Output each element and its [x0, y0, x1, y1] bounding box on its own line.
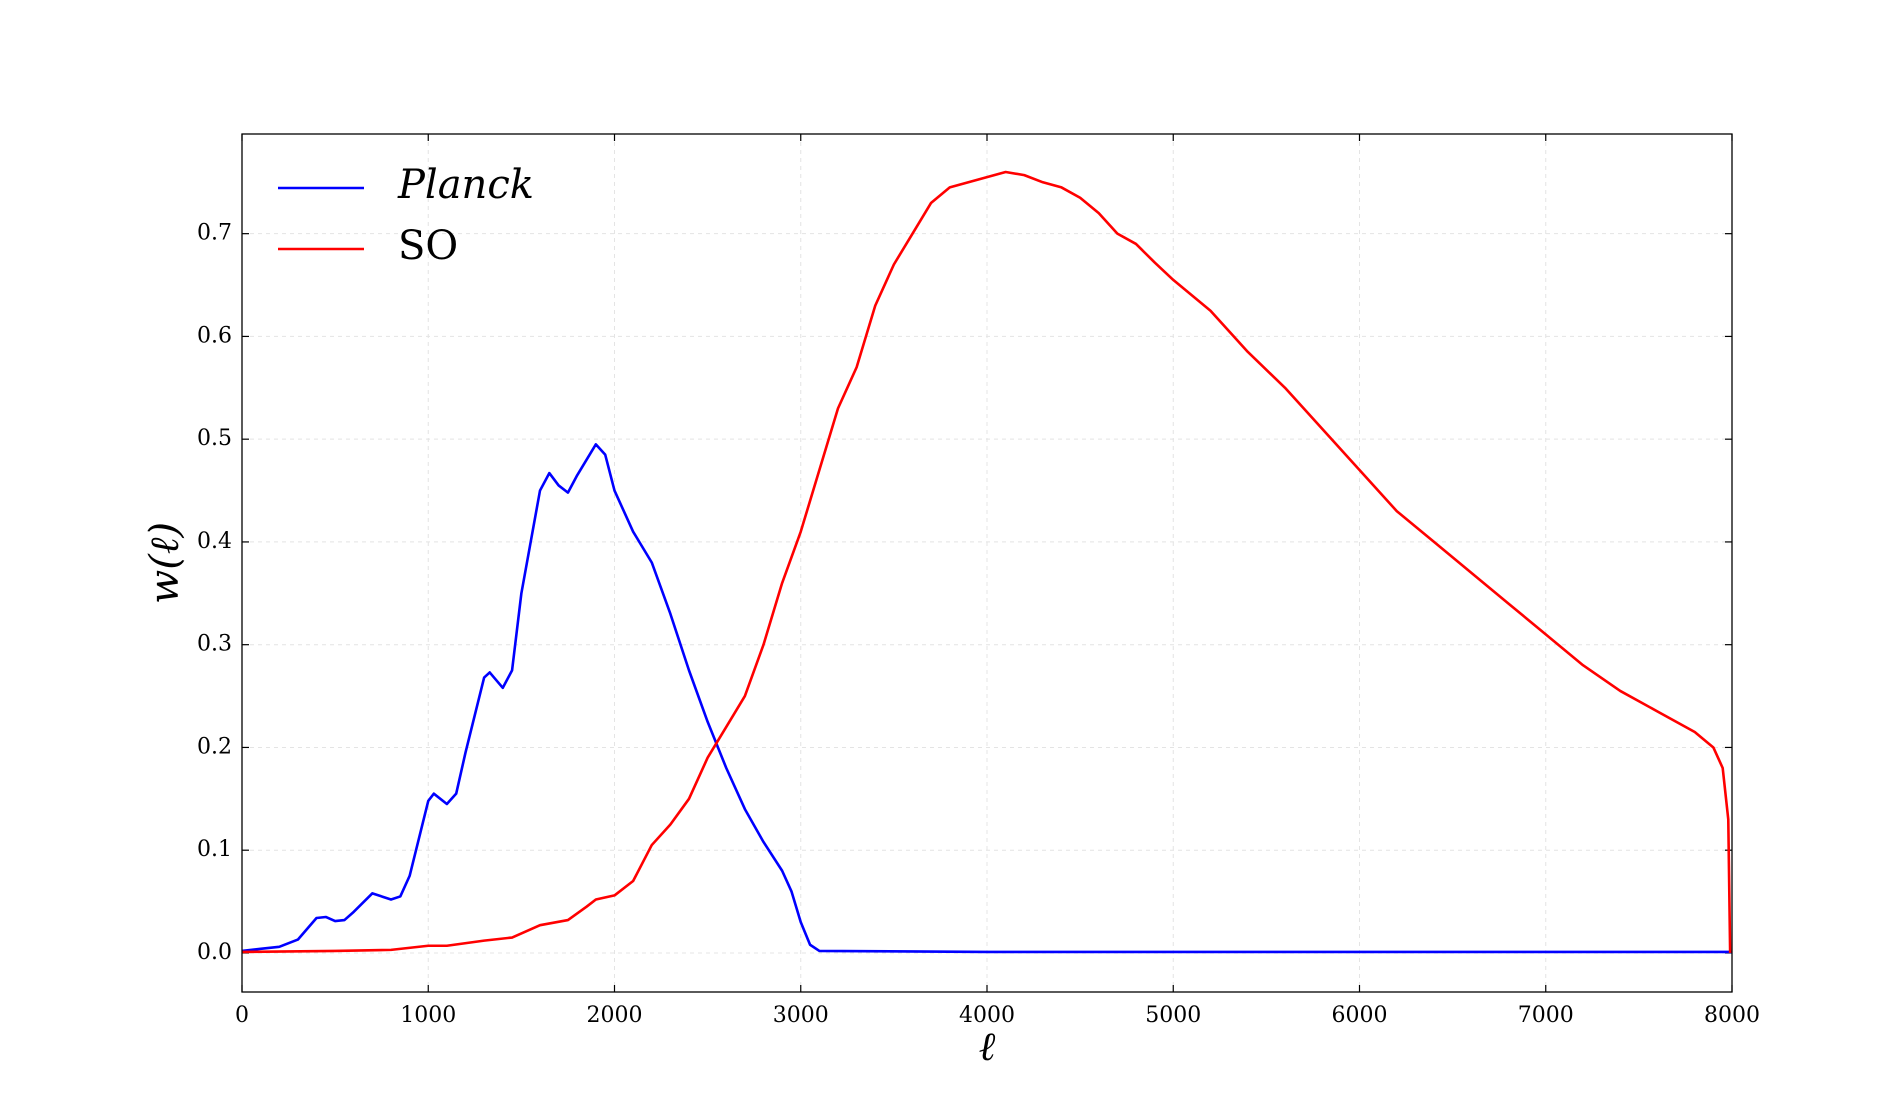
legend-label: Planck [397, 162, 534, 208]
x-tick-label: 7000 [1518, 1003, 1574, 1028]
y-tick-label: 0.2 [197, 734, 232, 759]
x-tick-label: 0 [235, 1003, 249, 1028]
y-tick-label: 0.6 [197, 323, 232, 348]
x-tick-label: 2000 [587, 1003, 643, 1028]
y-tick-label: 0.1 [197, 837, 232, 862]
x-tick-label: 5000 [1145, 1003, 1201, 1028]
y-tick-label: 0.7 [197, 221, 232, 246]
data-line [241, 443, 1732, 954]
y-axis-label: w(ℓ) [142, 522, 188, 604]
x-tick-label: 3000 [773, 1003, 829, 1028]
x-tick-label: 4000 [959, 1003, 1015, 1028]
data-line [241, 170, 1732, 954]
x-tick-label: 8000 [1704, 1003, 1760, 1028]
legend-label: SO [398, 223, 458, 269]
y-tick-label: 0.3 [197, 632, 232, 657]
x-tick-label: 6000 [1332, 1003, 1388, 1028]
x-axis-label: ℓ [979, 1024, 996, 1070]
y-tick-label: 0.0 [197, 940, 232, 965]
y-tick-label: 0.4 [197, 529, 232, 554]
plot-frame [241, 133, 1733, 993]
x-tick-label: 1000 [400, 1003, 456, 1028]
y-tick-label: 0.5 [197, 426, 232, 451]
